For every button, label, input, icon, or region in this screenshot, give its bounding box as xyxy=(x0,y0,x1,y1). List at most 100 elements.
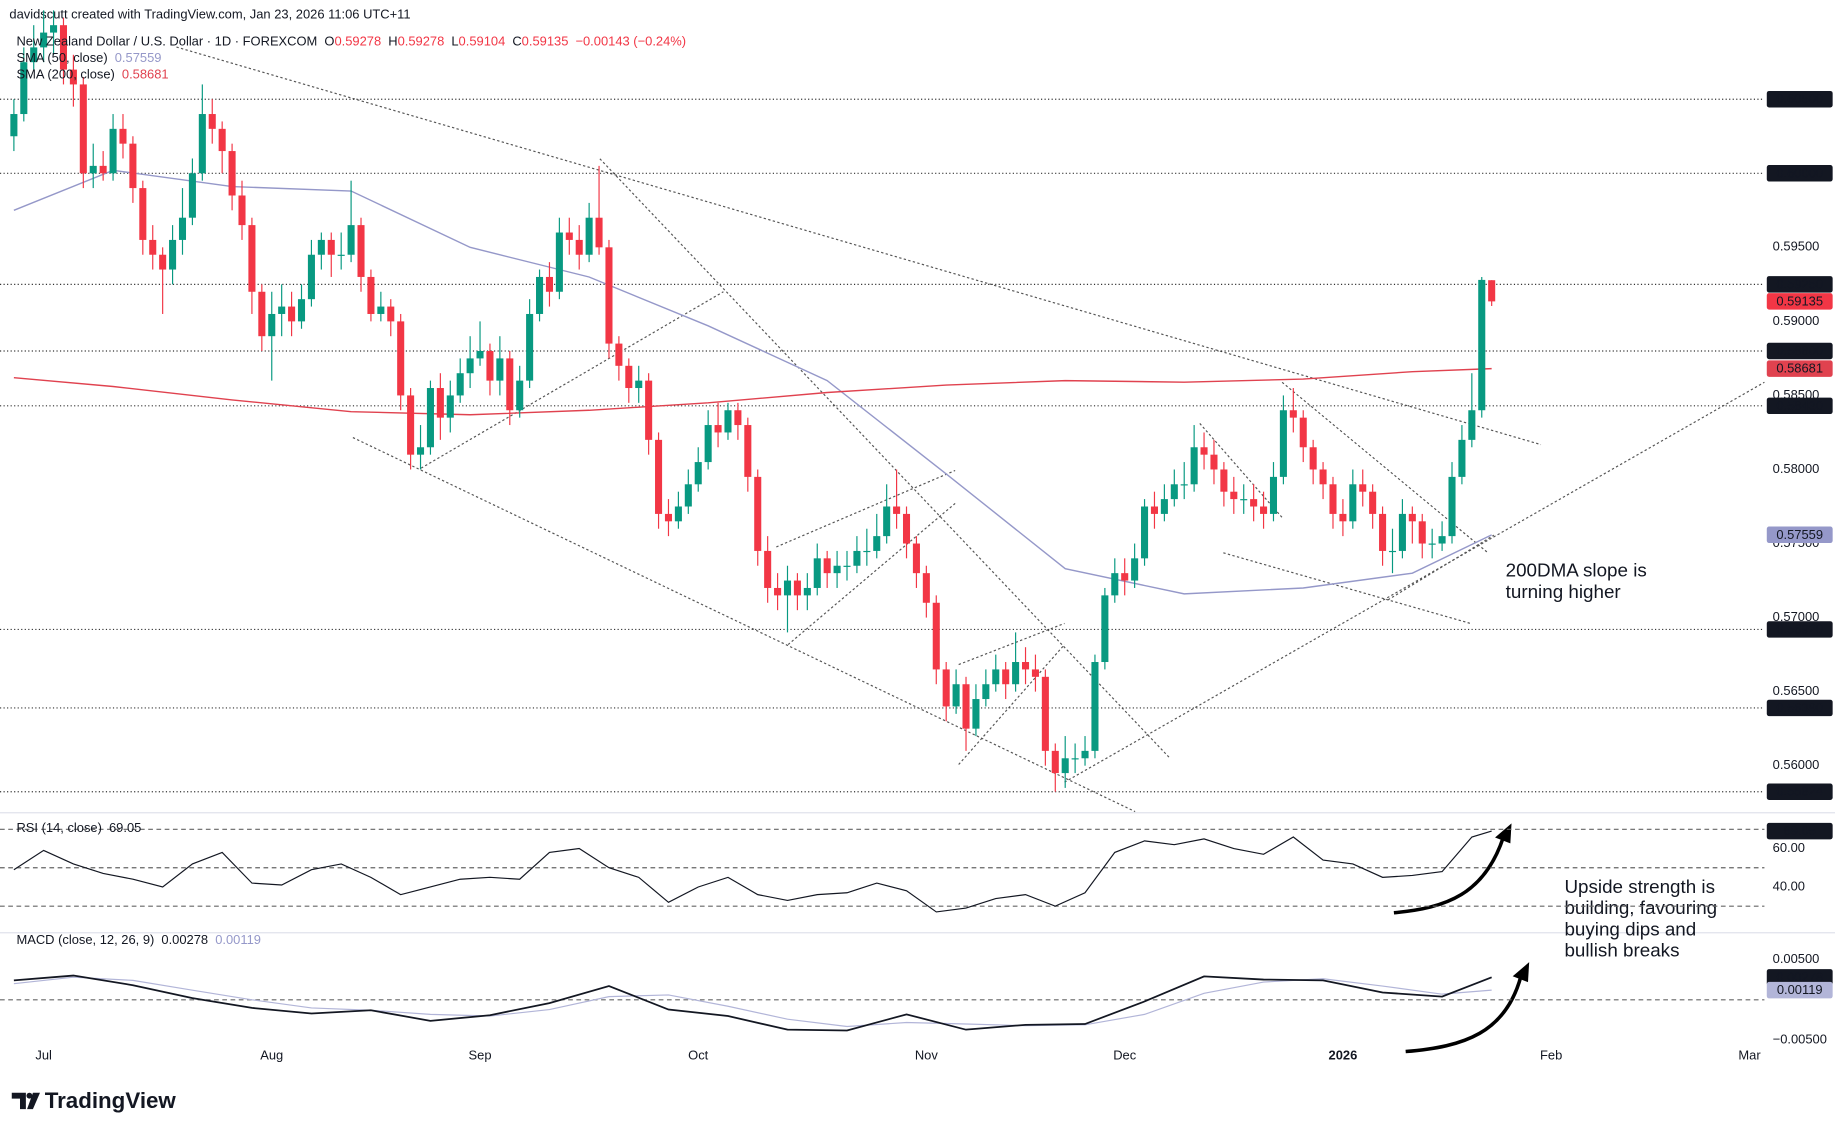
rsi-line xyxy=(13,830,1492,913)
candle-body xyxy=(843,565,851,567)
legend-part: 0.59104 xyxy=(459,34,506,49)
candle-body xyxy=(893,506,901,514)
level-label: 0.56920 xyxy=(1776,621,1823,636)
level-label-box xyxy=(1766,276,1833,293)
candle-body xyxy=(1071,758,1079,760)
candle-body xyxy=(446,395,454,418)
candle-body xyxy=(496,358,504,381)
candle-body xyxy=(347,225,355,255)
trendline xyxy=(1223,552,1471,624)
level-label: 0.59250 xyxy=(1776,276,1823,291)
candle-body xyxy=(218,128,226,152)
candle-body xyxy=(367,276,375,314)
candle-body xyxy=(605,247,613,344)
candle-body xyxy=(734,410,742,426)
candle-body xyxy=(1388,550,1397,553)
candle-body xyxy=(982,684,990,700)
macd-last-label: 0.00278 xyxy=(1776,969,1823,984)
y-tick-label: 0.58000 xyxy=(1773,461,1820,476)
legend-part: MACD (close, 12, 26, 9) xyxy=(16,932,154,947)
rsi-tick-label: 60.00 xyxy=(1773,840,1805,855)
candle-body xyxy=(516,380,524,411)
candle-body xyxy=(1131,558,1139,581)
candle-body xyxy=(10,114,18,137)
candle-body xyxy=(932,602,940,670)
candle-body xyxy=(714,425,722,433)
legend: SMA (200, close) 0.58681 xyxy=(16,67,168,82)
logo-shape xyxy=(11,1092,26,1110)
candle-body xyxy=(635,380,643,389)
candle-body xyxy=(704,425,712,463)
legend-part: 69.05 xyxy=(109,821,141,836)
candle-body xyxy=(942,669,950,707)
legend-part: SMA (200, close) xyxy=(16,67,114,82)
candle-body xyxy=(456,373,464,396)
candle-body xyxy=(912,543,920,574)
candle-body xyxy=(466,358,474,374)
candle-body xyxy=(436,388,444,418)
x-tick-label: Mar xyxy=(1738,1048,1761,1063)
candle-body xyxy=(902,513,911,544)
candle-body xyxy=(1260,506,1268,514)
candle-body xyxy=(248,225,256,292)
candle-body xyxy=(89,165,97,174)
candle-body xyxy=(793,580,801,596)
trendline xyxy=(958,622,1065,666)
y-tick-label: 0.59500 xyxy=(1773,239,1820,254)
ma-last-label-box xyxy=(1766,526,1833,544)
trendline xyxy=(958,644,1065,765)
trendline xyxy=(599,158,1171,760)
candle-body xyxy=(1418,521,1426,544)
candle-body xyxy=(615,343,623,366)
candle-body xyxy=(1339,513,1347,522)
x-tick-label: Feb xyxy=(1540,1048,1562,1063)
x-tick-label: Dec xyxy=(1113,1048,1137,1063)
candle-body xyxy=(50,25,58,33)
candle-body xyxy=(387,306,395,322)
macd-tick-label: −0.00500 xyxy=(1773,1032,1827,1047)
x-tick-label: 2026 xyxy=(1329,1048,1358,1063)
candle-body xyxy=(1210,454,1218,470)
candle-body xyxy=(863,550,871,553)
legend-part: O xyxy=(324,34,334,49)
candle-body xyxy=(645,380,653,440)
candle-body xyxy=(873,536,881,551)
candle-body xyxy=(1240,499,1248,501)
candle-body xyxy=(883,506,891,537)
candle-body xyxy=(783,580,792,596)
logo-shape xyxy=(27,1092,40,1110)
candle-body xyxy=(139,188,147,240)
candle-body xyxy=(397,321,405,396)
arrows xyxy=(1393,823,1530,1054)
macd-tick-label: 0.00500 xyxy=(1773,951,1820,966)
moving-average xyxy=(13,367,1492,416)
candle-body xyxy=(188,173,196,218)
trendline xyxy=(787,502,956,646)
trendline xyxy=(776,469,956,548)
candle-body xyxy=(1488,280,1496,302)
macd-last-label-box xyxy=(1766,981,1833,999)
candle-body xyxy=(1170,484,1178,500)
legend-part: RSI (14, close) xyxy=(16,821,101,836)
arrow-head xyxy=(1495,823,1512,844)
candle-body xyxy=(1299,417,1307,448)
x-tick-label: Aug xyxy=(260,1048,283,1063)
candle-body xyxy=(1051,750,1059,774)
trendline xyxy=(176,46,1542,446)
candle-body xyxy=(178,217,187,240)
candle-body xyxy=(536,276,544,314)
candle-body xyxy=(1428,543,1436,545)
candle-body xyxy=(119,128,127,144)
candle-body xyxy=(268,313,276,337)
candle-body xyxy=(1478,279,1486,411)
candle-body xyxy=(1279,410,1287,477)
level-label: 0.60000 xyxy=(1776,165,1823,180)
candle-body xyxy=(297,299,306,322)
candle-body xyxy=(159,254,167,270)
candle-body xyxy=(674,506,682,522)
last-price-label: 0.59135 xyxy=(1776,293,1823,308)
level-label: 0.58800 xyxy=(1776,343,1823,358)
candle-body xyxy=(1121,573,1129,581)
annotation: buying dips and xyxy=(1564,918,1696,939)
trendline xyxy=(420,291,724,469)
